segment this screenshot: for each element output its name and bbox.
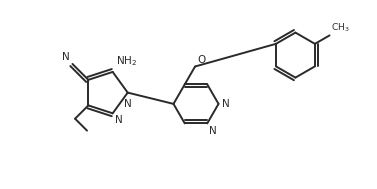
Text: CH$_3$: CH$_3$ [331, 21, 350, 34]
Text: O: O [197, 55, 205, 65]
Text: N: N [124, 99, 132, 109]
Text: N: N [115, 115, 122, 125]
Text: N: N [63, 52, 70, 62]
Text: NH$_2$: NH$_2$ [116, 54, 137, 68]
Text: N: N [209, 126, 217, 136]
Text: N: N [222, 99, 229, 109]
